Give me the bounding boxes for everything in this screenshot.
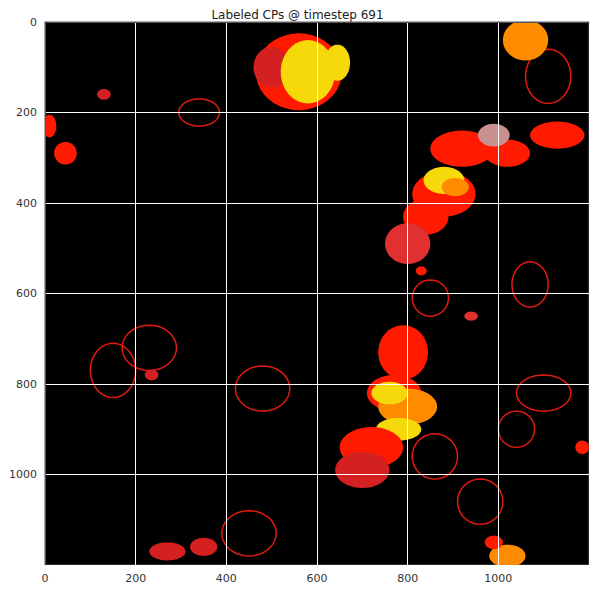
svg-text:Labeled CPs @ timestep 691: Labeled CPs @ timestep 691 — [211, 8, 383, 22]
svg-text:1000: 1000 — [9, 468, 37, 481]
svg-text:0: 0 — [42, 572, 49, 585]
svg-text:400: 400 — [216, 572, 237, 585]
svg-text:800: 800 — [16, 378, 37, 391]
svg-text:200: 200 — [16, 106, 37, 119]
svg-text:0: 0 — [30, 16, 37, 29]
svg-text:1000: 1000 — [484, 572, 512, 585]
svg-text:600: 600 — [307, 572, 328, 585]
svg-text:400: 400 — [16, 197, 37, 210]
svg-text:800: 800 — [397, 572, 418, 585]
svg-text:600: 600 — [16, 287, 37, 300]
svg-text:200: 200 — [125, 572, 146, 585]
